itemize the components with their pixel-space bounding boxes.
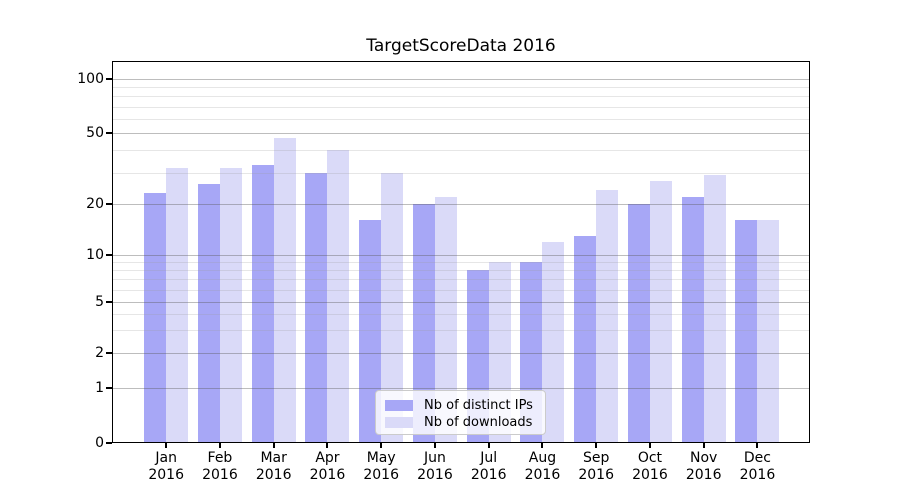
x-tick-year: 2016 — [255, 467, 292, 483]
x-tick-mark — [756, 443, 759, 448]
x-tick-mark — [380, 443, 383, 448]
x-tick-label: Jul 2016 — [457, 450, 521, 484]
bar-distinct-ips — [251, 165, 274, 442]
x-tick-mark — [595, 443, 598, 448]
x-tick-mark — [433, 443, 436, 448]
y-tick-mark — [106, 387, 112, 389]
x-tick-month: Jun — [424, 450, 446, 466]
x-tick-month: Mar — [260, 450, 287, 466]
x-tick-month: Sep — [582, 450, 610, 466]
bar-downloads — [757, 220, 780, 442]
x-tick-label: Jan 2016 — [134, 450, 198, 484]
x-tick-label: Apr 2016 — [295, 450, 359, 484]
legend-item: Nb of distinct IPs — [376, 397, 545, 414]
x-tick-year: 2016 — [739, 467, 776, 483]
x-tick-label: Sep 2016 — [564, 450, 628, 484]
x-tick-label: Feb 2016 — [188, 450, 252, 484]
bar-distinct-ips — [412, 204, 435, 442]
bar-distinct-ips — [574, 235, 597, 442]
y-tick-mark — [106, 352, 112, 354]
x-tick-year: 2016 — [578, 467, 614, 483]
x-tick-mark — [326, 443, 329, 448]
y-tick-label: 20 — [86, 196, 104, 212]
x-tick-month: Jan — [155, 450, 177, 466]
x-tick-year: 2016 — [632, 467, 668, 483]
y-tick-label: 5 — [95, 294, 104, 310]
bar-downloads — [219, 167, 242, 442]
bar-downloads — [434, 196, 457, 442]
x-tick-year: 2016 — [202, 467, 238, 483]
legend-label: Nb of distinct IPs — [424, 398, 533, 413]
bar-distinct-ips — [305, 172, 328, 442]
x-tick-label: Dec 2016 — [725, 450, 789, 484]
y-tick-mark — [106, 442, 112, 444]
x-tick-year: 2016 — [309, 467, 346, 483]
legend-swatch — [385, 400, 413, 411]
x-tick-month: Aug — [528, 450, 557, 466]
x-tick-mark — [702, 443, 705, 448]
x-tick-label: Mar 2016 — [242, 450, 306, 484]
x-tick-year: 2016 — [417, 467, 453, 483]
bar-downloads — [166, 167, 189, 442]
legend-label: Nb of downloads — [424, 415, 533, 430]
x-tick-month: Jul — [480, 450, 498, 466]
x-tick-month: May — [366, 450, 396, 466]
y-tick-label: 10 — [86, 247, 104, 263]
bar-downloads — [649, 180, 672, 442]
x-tick-label: May 2016 — [349, 450, 413, 484]
y-tick-mark — [106, 203, 112, 205]
x-tick-mark — [648, 443, 651, 448]
y-tick-label: 1 — [95, 380, 104, 396]
x-tick-mark — [272, 443, 275, 448]
y-tick-mark — [106, 254, 112, 256]
bar-downloads — [542, 241, 565, 442]
y-tick-mark — [106, 78, 112, 80]
bar-distinct-ips — [735, 220, 758, 442]
x-tick-month: Nov — [690, 450, 718, 466]
bars-layer — [113, 62, 809, 442]
x-tick-label: Nov 2016 — [672, 450, 736, 484]
x-tick-mark — [487, 443, 490, 448]
y-tick-mark — [106, 301, 112, 303]
x-tick-month: Feb — [207, 450, 233, 466]
bar-downloads — [703, 175, 726, 442]
bar-downloads — [273, 137, 296, 442]
legend: Nb of distinct IPs Nb of downloads — [375, 390, 546, 435]
x-tick-year: 2016 — [470, 467, 507, 483]
bar-distinct-ips — [627, 204, 650, 442]
x-tick-mark — [541, 443, 544, 448]
chart-title: TargetScoreData 2016 — [366, 36, 556, 56]
y-tick-mark — [106, 132, 112, 134]
x-tick-year: 2016 — [148, 467, 184, 483]
y-tick-label: 0 — [95, 435, 104, 451]
x-tick-year: 2016 — [524, 467, 561, 483]
bar-downloads — [381, 172, 404, 442]
x-tick-label: Jun 2016 — [403, 450, 467, 484]
bar-downloads — [327, 150, 350, 442]
x-tick-year: 2016 — [685, 467, 722, 483]
y-tick-label: 100 — [77, 71, 104, 87]
x-tick-mark — [218, 443, 221, 448]
bar-downloads — [596, 189, 619, 442]
x-tick-label: Aug 2016 — [510, 450, 574, 484]
x-tick-month: Oct — [637, 450, 663, 466]
bar-distinct-ips — [144, 193, 167, 442]
y-tick-label: 50 — [86, 125, 104, 141]
x-tick-year: 2016 — [363, 467, 399, 483]
plot-area: Nb of distinct IPs Nb of downloads — [112, 61, 810, 443]
x-tick-month: Apr — [315, 450, 340, 466]
y-tick-label: 2 — [95, 345, 104, 361]
x-tick-month: Dec — [743, 450, 771, 466]
bar-distinct-ips — [359, 220, 382, 442]
x-tick-label: Oct 2016 — [618, 450, 682, 484]
legend-swatch — [385, 417, 413, 428]
x-tick-mark — [165, 443, 168, 448]
legend-item: Nb of downloads — [376, 414, 545, 431]
bar-distinct-ips — [197, 183, 220, 442]
bar-distinct-ips — [681, 196, 704, 442]
